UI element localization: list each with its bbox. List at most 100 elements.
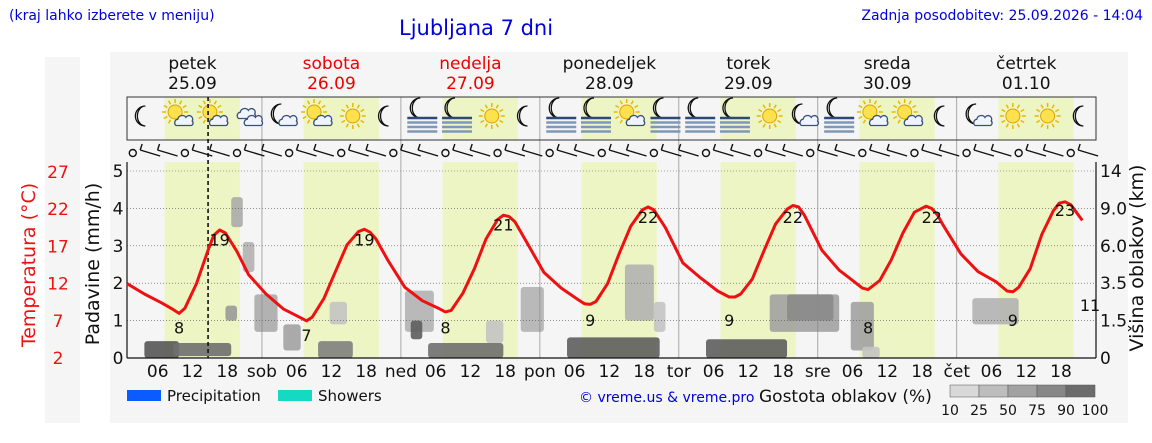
wind-barb-flag	[660, 143, 664, 151]
moon-icon	[134, 105, 146, 127]
temperature-axis-title: Temperatura (°C)	[18, 183, 40, 348]
day-date: 26.09	[307, 74, 356, 94]
wind-barb-flag	[730, 143, 734, 151]
sun-ray	[178, 100, 183, 105]
sky-icon-row	[134, 97, 1084, 133]
day-date: 30.09	[863, 74, 912, 94]
temperature-label: 8	[174, 318, 184, 337]
hour-tick-label: 06	[425, 362, 447, 382]
wind-calm	[753, 148, 763, 158]
sun-ray	[758, 108, 763, 113]
wind-barb	[417, 149, 439, 157]
sun-disc	[619, 104, 635, 120]
day-band-plot	[442, 162, 518, 358]
temperature-label: 22	[783, 208, 803, 227]
cloud-density-step: 75	[1028, 403, 1046, 419]
wind-barb-flag	[400, 143, 404, 151]
wind-barb-flag	[556, 143, 560, 151]
temperature-labels: 8 19 7 19 8 21 9 22 9 22 8 22 9 23 11	[174, 201, 1100, 345]
legend-showers-swatch	[278, 390, 312, 401]
moon-shape	[687, 97, 699, 119]
wind-barb	[192, 149, 213, 157]
cloud-height-tick: 3.5	[1100, 274, 1127, 294]
hour-tick-label: 18	[216, 362, 238, 382]
wind-barb-flag	[417, 143, 421, 151]
sun-disc	[202, 104, 218, 120]
sun-disc	[762, 108, 778, 124]
sun-disc	[484, 108, 500, 124]
hour-tick-label: 06	[564, 362, 586, 382]
wind-barb	[834, 149, 856, 157]
sun-ray	[198, 104, 203, 109]
sun-ray	[858, 115, 863, 120]
temperature-label: 9	[724, 311, 734, 330]
cloud-density-step: 100	[1082, 403, 1109, 419]
cloud-density-block	[787, 294, 834, 321]
wind-barb	[469, 149, 491, 157]
cloud-density-blocks	[144, 197, 1019, 358]
wind-barb-flag	[764, 143, 769, 151]
cloud-density-block	[254, 294, 278, 332]
hour-tick-label: 18	[633, 362, 655, 382]
sun-ray	[217, 104, 222, 109]
sun-ray	[762, 104, 766, 109]
wind-calm	[493, 148, 502, 158]
wind-barb-flag	[504, 143, 508, 151]
temperature-tick: 27	[47, 163, 69, 183]
hour-tick-label: 18	[494, 362, 516, 382]
wind-barb-flag	[625, 143, 630, 151]
wind-barb	[522, 149, 543, 157]
sun-ray	[893, 104, 898, 109]
wind-barb	[261, 149, 282, 157]
wind-barb-flag	[921, 143, 925, 151]
wind-calm	[337, 148, 346, 158]
hour-tick-label: 12	[460, 362, 482, 382]
wind-calm	[649, 148, 659, 158]
sun-disc	[167, 104, 183, 120]
sun-ray	[893, 115, 898, 120]
wind-barb-flag	[243, 143, 248, 151]
cloud-shape	[625, 114, 646, 127]
cloud-icon	[236, 107, 264, 127]
sun-ray	[630, 100, 634, 105]
day-date: 29.09	[724, 74, 773, 94]
wind-calm	[962, 148, 971, 158]
hour-tick-label: 06	[981, 362, 1003, 382]
wind-calm	[858, 148, 867, 158]
sun-ray	[1020, 119, 1025, 124]
wind-barb-flag	[1077, 143, 1081, 151]
precipitation-axis-title: Padavine (mm/h)	[82, 183, 104, 346]
wind-barb	[765, 149, 786, 157]
sun-disc	[306, 104, 322, 120]
wind-barb	[661, 149, 682, 157]
moon-shape	[516, 105, 528, 127]
wind-barb-flag	[261, 143, 265, 151]
sun-cloud-icon	[891, 99, 924, 127]
wind-barb-flag	[313, 143, 317, 151]
moon-icon	[933, 105, 945, 127]
cloud-density-block	[624, 264, 654, 321]
wind-barb	[817, 149, 838, 157]
temperature-label: 9	[585, 311, 595, 330]
sun-ray	[306, 100, 311, 105]
sun-ray	[908, 100, 912, 105]
sun-cloud-icon	[856, 99, 889, 127]
hour-tick-label: 12	[876, 362, 898, 382]
sun-ray	[317, 100, 322, 105]
sun-ray	[1055, 108, 1060, 113]
wind-barb	[1077, 149, 1099, 157]
wind-barb	[296, 149, 317, 157]
cloud-density-block	[318, 341, 353, 358]
legend-precipitation-label: Precipitation	[167, 387, 261, 405]
day-band-plot	[581, 162, 657, 358]
sun-ray	[480, 108, 485, 113]
sun-ray	[1016, 123, 1021, 128]
cloud-density-block	[653, 301, 666, 332]
cloud-density-swatch	[949, 384, 980, 398]
wind-barb	[782, 149, 804, 157]
sun-ray	[484, 104, 488, 109]
sun-icon	[1034, 103, 1061, 129]
moon-icon	[377, 105, 389, 127]
wind-barb	[938, 149, 960, 157]
